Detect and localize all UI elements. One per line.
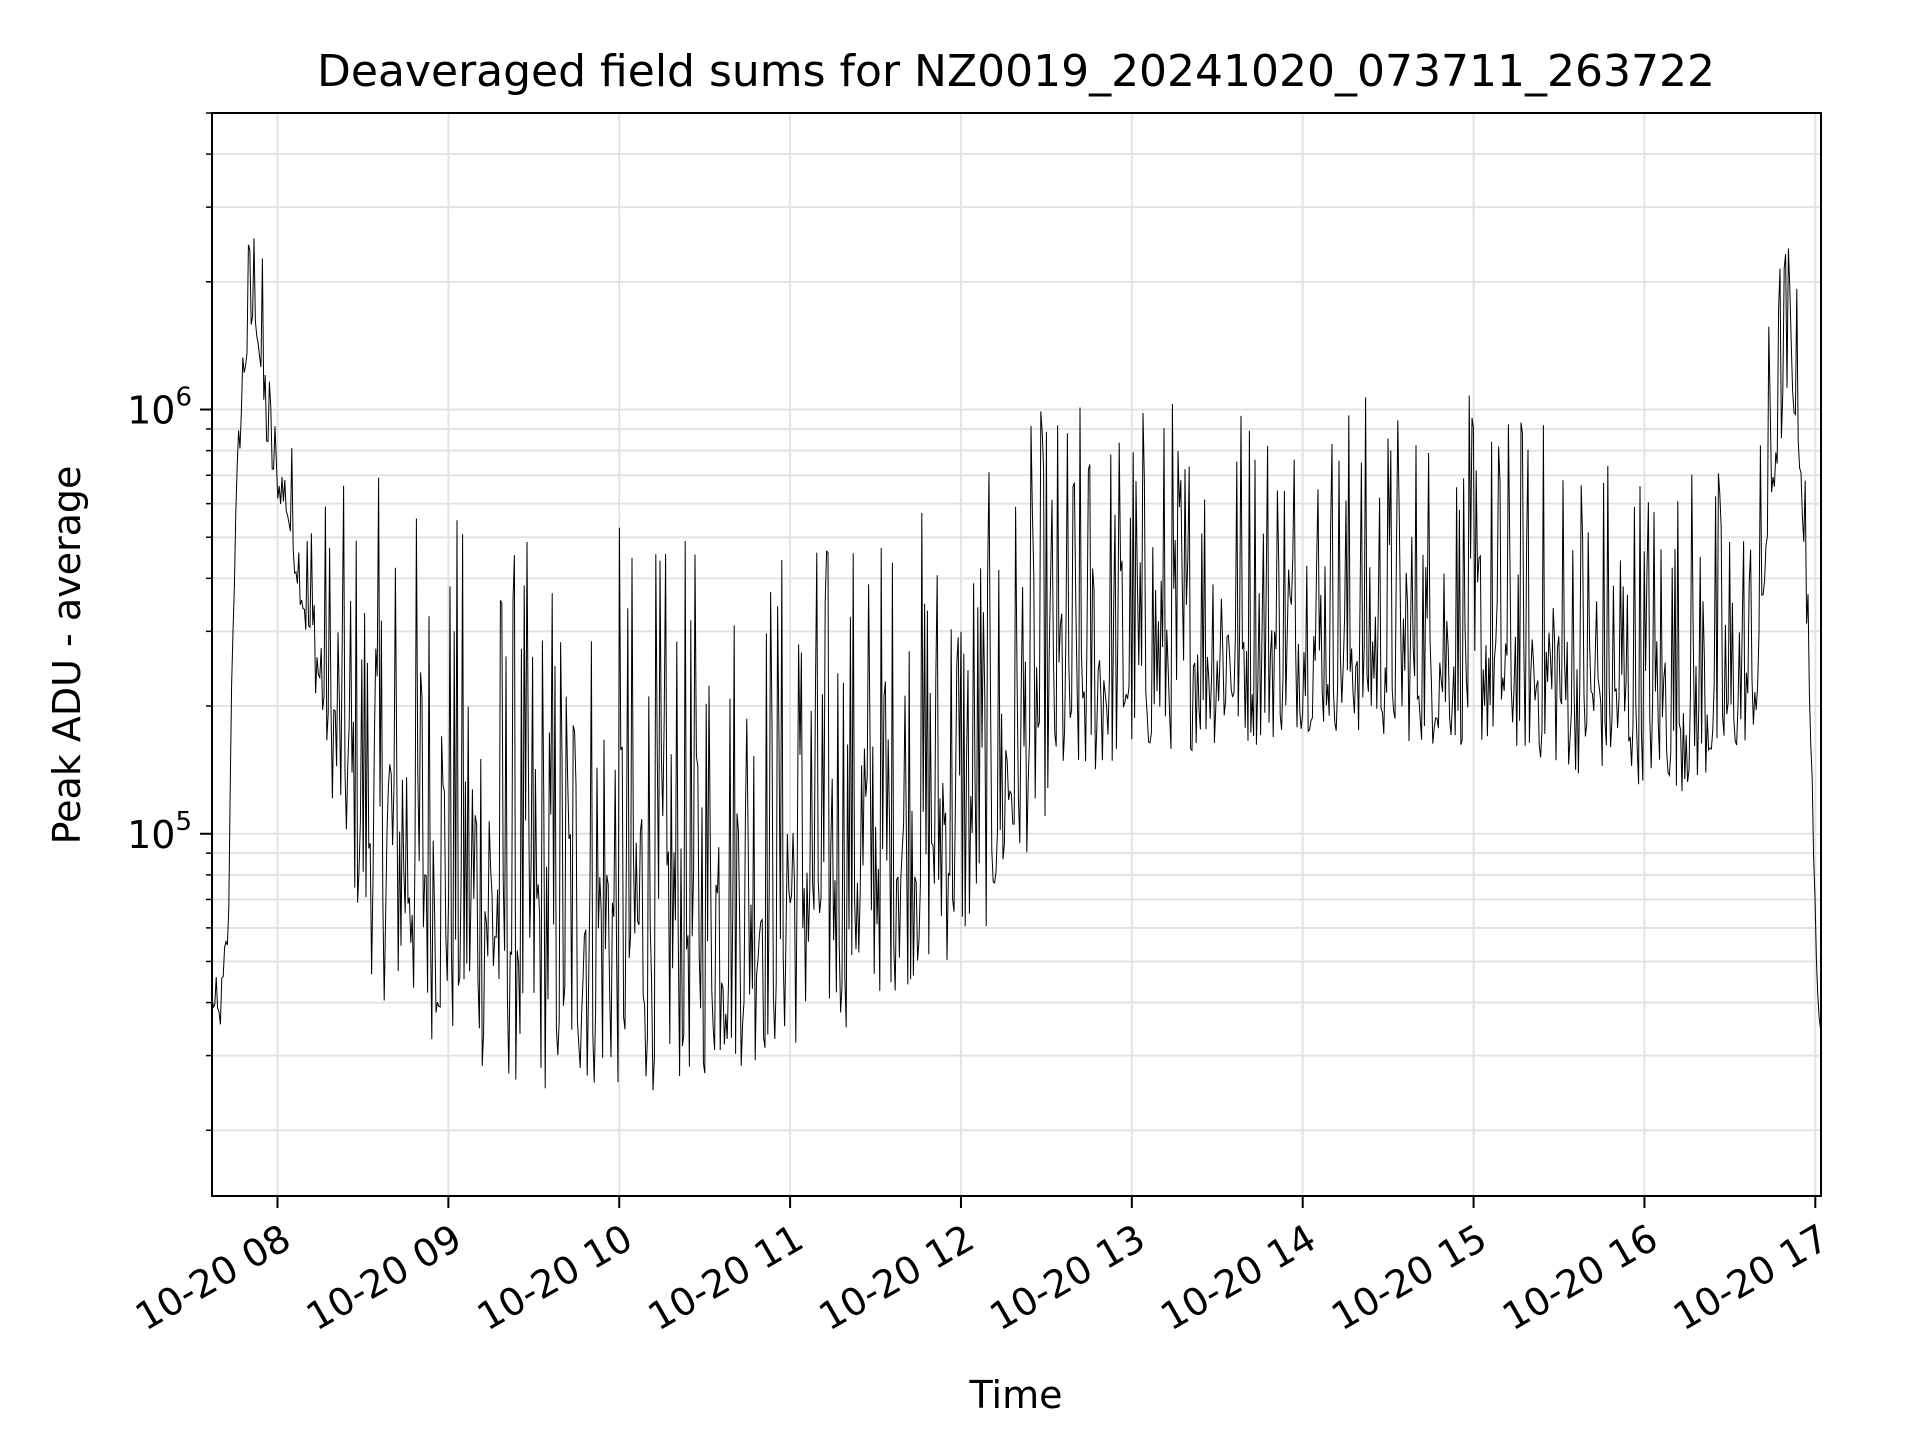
y-tick-label: 106 <box>127 383 192 433</box>
series-line <box>212 238 1821 1091</box>
x-axis-label: Time <box>969 1373 1063 1417</box>
y-tick-label: 105 <box>127 807 192 857</box>
chart-title: Deaveraged field sums for NZ0019_2024102… <box>317 46 1715 97</box>
y-tick-exponent: 5 <box>175 807 192 837</box>
plot-frame <box>211 112 1822 1197</box>
y-tick-base: 10 <box>127 813 175 857</box>
y-tick-exponent: 6 <box>175 383 192 413</box>
plot-area <box>212 238 1821 1091</box>
y-axis-label: Peak ADU - average <box>45 466 89 845</box>
y-tick-base: 10 <box>127 389 175 433</box>
